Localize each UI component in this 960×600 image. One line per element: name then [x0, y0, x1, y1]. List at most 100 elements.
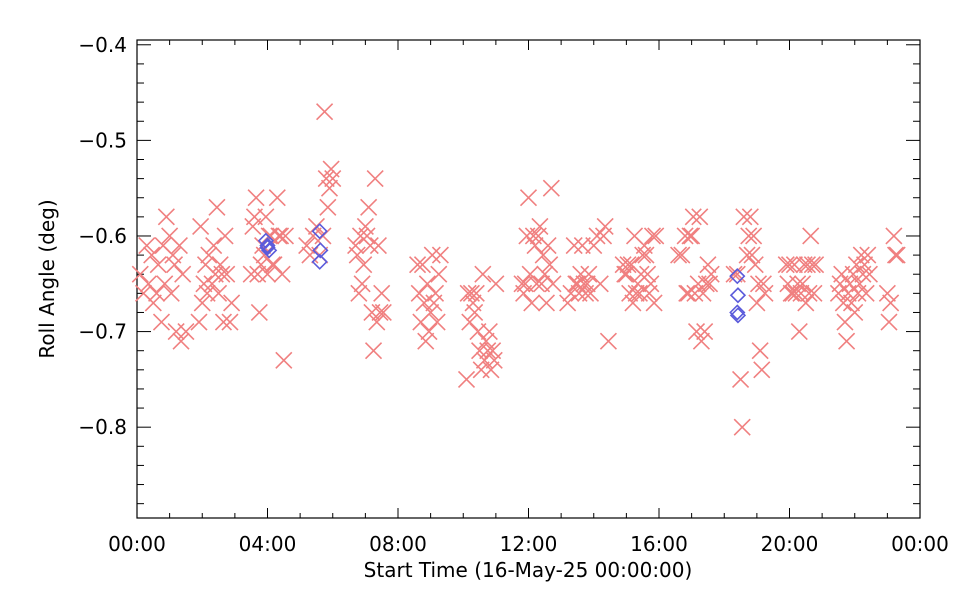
x-marker-point — [687, 323, 706, 341]
x-marker-point — [697, 275, 715, 293]
x-marker-point — [316, 103, 334, 121]
x-marker-point — [749, 275, 768, 293]
x-marker-point — [273, 265, 291, 283]
x-marker-point — [457, 370, 476, 388]
x-marker-point — [193, 294, 211, 312]
x-marker-point — [298, 236, 316, 255]
x-marker-point — [214, 313, 233, 331]
x-marker-point — [802, 227, 820, 245]
x-marker-point — [645, 294, 663, 312]
diamond-marker-point — [259, 239, 276, 256]
x-marker-point — [271, 227, 290, 245]
x-marker-point — [537, 294, 556, 312]
x-marker-point — [320, 179, 339, 197]
x-marker-point — [157, 208, 175, 226]
x-marker-point — [740, 227, 758, 245]
diamond-marker-point — [729, 287, 747, 304]
x-marker-point — [519, 189, 538, 207]
diamond-marker-point — [311, 223, 328, 240]
x-marker-point — [430, 265, 448, 283]
x-marker-point — [195, 275, 213, 293]
x-marker-point — [599, 332, 617, 350]
x-marker-point — [683, 227, 701, 245]
x-marker-point — [170, 236, 188, 255]
x-marker-point — [756, 284, 774, 302]
x-marker-point — [673, 246, 691, 264]
x-marker-point — [528, 275, 546, 293]
x-marker-point — [805, 284, 823, 302]
x-marker-point — [420, 323, 438, 341]
x-marker-point — [731, 370, 750, 388]
x-marker-point — [374, 303, 392, 322]
diamond-marker-point — [311, 253, 328, 270]
x-marker-point — [733, 418, 751, 436]
x-marker-point — [257, 208, 275, 226]
x-marker-point — [746, 256, 764, 274]
x-marker-point — [205, 236, 223, 255]
x-marker-point — [834, 294, 852, 312]
x-tick-label: 00:00 — [108, 532, 166, 556]
x-marker-point — [686, 284, 704, 302]
x-marker-point — [738, 246, 756, 264]
x-tick-label: 12:00 — [500, 532, 558, 556]
x-marker-point — [482, 361, 500, 379]
x-marker-point — [565, 236, 583, 255]
x-marker-point — [800, 284, 818, 302]
x-marker-point — [745, 227, 763, 245]
x-marker-point — [637, 246, 655, 264]
x-marker-point — [741, 208, 759, 226]
x-marker-point — [324, 170, 342, 188]
x-marker-point — [670, 246, 688, 264]
x-marker-point — [200, 246, 218, 264]
x-marker-point — [149, 256, 167, 274]
x-marker-point — [616, 265, 634, 283]
x-marker-point — [366, 170, 384, 188]
x-marker-point — [373, 284, 391, 302]
x-marker-point — [777, 256, 795, 274]
x-marker-point — [882, 294, 900, 312]
x-marker-point — [139, 275, 157, 293]
x-marker-point — [213, 265, 231, 283]
x-marker-point — [350, 284, 368, 302]
x-marker-point — [431, 246, 449, 264]
x-marker-point — [192, 217, 210, 235]
x-marker-point — [521, 265, 539, 283]
x-marker-point — [265, 256, 283, 274]
x-marker-point — [371, 303, 389, 322]
x-marker-point — [692, 332, 710, 350]
x-marker-point — [728, 265, 746, 283]
x-marker-point — [702, 265, 720, 283]
x-marker-point — [258, 265, 277, 283]
x-marker-point — [247, 189, 265, 207]
x-marker-point — [353, 275, 371, 293]
x-marker-point — [591, 275, 609, 293]
x-marker-point — [860, 265, 878, 283]
x-marker-point — [190, 313, 208, 331]
x-marker-point — [221, 313, 239, 331]
x-marker-point — [619, 256, 637, 274]
x-marker-point — [209, 284, 228, 302]
diamond-marker-point — [729, 307, 747, 324]
x-marker-point — [541, 256, 559, 274]
x-marker-point — [684, 208, 702, 226]
x-marker-point — [526, 236, 544, 255]
x-marker-point — [859, 246, 877, 264]
x-marker-point — [691, 208, 709, 226]
x-marker-point — [536, 265, 554, 283]
x-axis: 00:00 04:00 08:00 12:00 16:00 20:00 00:00 — [108, 40, 949, 556]
x-marker-point — [643, 227, 662, 245]
x-marker-point — [410, 284, 428, 302]
x-marker-point — [780, 256, 799, 274]
x-marker-point — [270, 227, 288, 245]
x-marker-point — [364, 342, 383, 360]
x-marker-point — [177, 323, 195, 341]
x-marker-point — [417, 332, 435, 350]
x-marker-point — [317, 170, 335, 188]
x-marker-point — [466, 303, 484, 322]
x-tick-label: 00:00 — [891, 532, 949, 556]
x-marker-point — [852, 246, 870, 264]
x-marker-point — [880, 313, 898, 331]
x-marker-point — [559, 294, 577, 312]
x-marker-point — [165, 256, 184, 274]
y-axis: −0.4 −0.5 −0.6 −0.7 −0.8 — [78, 33, 920, 505]
